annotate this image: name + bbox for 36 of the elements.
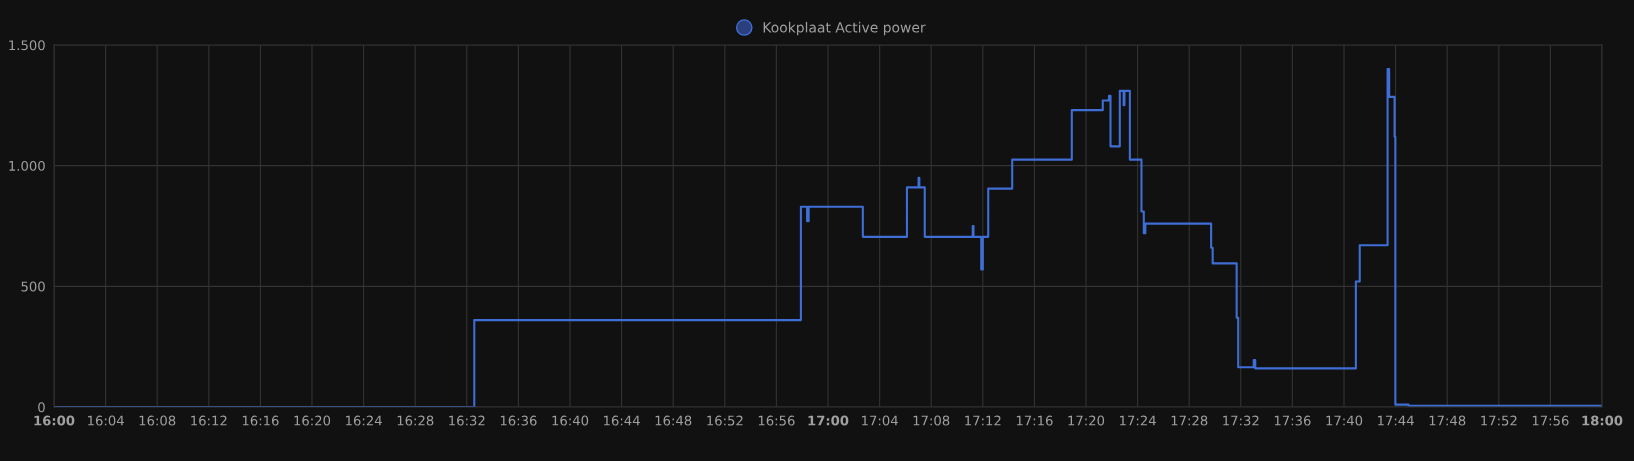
x-tick-label: 16:04 (88, 415, 124, 426)
x-tick-label: 17:28 (1171, 415, 1208, 426)
x-tick-label: 18:00 (1582, 415, 1623, 426)
x-tick-label: 16:20 (294, 415, 331, 426)
y-tick-label: 500 (21, 281, 45, 292)
x-tick-label: 16:40 (552, 415, 589, 426)
x-tick-label: 16:32 (449, 415, 485, 426)
x-tick-label: 16:48 (655, 415, 692, 426)
x-tick-label: 16:44 (604, 415, 640, 426)
x-tick-label: 16:08 (139, 415, 176, 426)
x-tick-label: 17:16 (1016, 415, 1053, 426)
x-tick-label: 16:56 (758, 415, 795, 426)
x-tick-label: 17:32 (1223, 415, 1259, 426)
x-tick-label: 17:56 (1532, 415, 1569, 426)
x-tick-label: 16:12 (191, 415, 227, 426)
y-tick-label: 0 (38, 402, 45, 413)
legend-label: Kookplaat Active power (763, 21, 926, 36)
x-tick-label: 16:16 (242, 415, 279, 426)
x-tick-label: 16:24 (346, 415, 382, 426)
x-tick-label: 17:08 (913, 415, 950, 426)
x-tick-label: 17:36 (1274, 415, 1311, 426)
x-tick-label: 16:52 (707, 415, 743, 426)
x-tick-label: 16:28 (397, 415, 434, 426)
x-tick-label: 17:52 (1481, 415, 1517, 426)
x-tick-label: 17:40 (1326, 415, 1363, 426)
x-tick-label: 17:44 (1378, 415, 1414, 426)
x-tick-label: 16:36 (500, 415, 537, 426)
y-tick-label: 1.500 (9, 40, 45, 51)
x-tick-label: 17:20 (1068, 415, 1105, 426)
x-tick-label: 17:48 (1429, 415, 1466, 426)
x-tick-label: 17:04 (862, 415, 898, 426)
y-tick-label: 1.000 (9, 160, 45, 171)
x-tick-label: 17:12 (965, 415, 1001, 426)
x-tick-label: 17:00 (808, 415, 849, 426)
x-tick-label: 16:00 (34, 415, 75, 426)
x-tick-label: 17:24 (1120, 415, 1156, 426)
